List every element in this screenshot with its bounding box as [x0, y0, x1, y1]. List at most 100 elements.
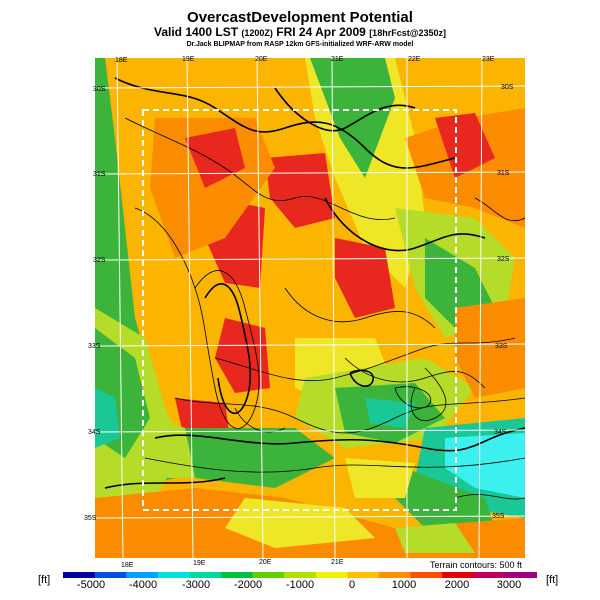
grid-line	[256, 58, 264, 558]
colorbar-tick: -1000	[285, 579, 315, 591]
colorbar-tick: 0	[348, 579, 356, 591]
terrain-contour	[274, 87, 416, 132]
lon-label-top: 20E	[255, 56, 268, 63]
lat-lon-grid	[95, 58, 525, 558]
overcast-field-patch	[435, 113, 495, 178]
colorbar-swatch	[410, 572, 443, 578]
lon-label-bottom: 21E	[331, 559, 344, 566]
terrain-contour-note: Terrain contours: 500 ft	[429, 560, 522, 570]
colorbar-swatch	[315, 572, 348, 578]
lon-label-top: 23E	[482, 56, 495, 63]
grid-line	[116, 58, 124, 558]
terrain-contour	[344, 357, 486, 389]
overcast-field-patch	[310, 58, 395, 178]
terrain-contour	[410, 367, 447, 421]
terrain-contour	[394, 386, 432, 409]
colorbar-swatch	[442, 572, 475, 578]
colorbar-swatch	[284, 572, 317, 578]
colorbar-swatch	[473, 572, 506, 578]
grid-line	[331, 58, 336, 558]
lat-label-right: 31S	[497, 170, 510, 177]
lon-label-bottom: 18E	[121, 562, 134, 569]
colorbar-tick: 2000	[444, 579, 470, 591]
lon-label-bottom: 20E	[259, 559, 272, 566]
terrain-contour	[144, 457, 525, 473]
colorbar-swatch	[126, 572, 159, 578]
grid-line	[95, 257, 525, 261]
overcast-field-patch	[150, 118, 275, 258]
lat-label-left: 31S	[93, 171, 106, 178]
overcast-field-patch	[345, 458, 415, 498]
lat-label-right: 30S	[501, 84, 514, 91]
colorbar-swatch	[157, 572, 190, 578]
grid-line	[478, 58, 483, 558]
overcast-field-patch	[265, 153, 335, 228]
valid-utc: (1200Z)	[241, 28, 273, 38]
terrain-contour	[284, 287, 436, 329]
terrain-contour	[474, 197, 525, 222]
terrain-contour	[194, 270, 260, 429]
overcast-field-patch	[455, 298, 525, 398]
lon-label-top: 19E	[182, 56, 195, 63]
terrain-contours	[104, 77, 525, 500]
colorbar	[63, 572, 537, 578]
lon-label-bottom: 19E	[193, 560, 206, 567]
terrain-contour	[204, 283, 252, 415]
grid-line	[95, 515, 525, 519]
lat-label-left: 35S	[84, 515, 97, 522]
grid-line	[95, 343, 525, 347]
colorbar-swatch	[189, 572, 222, 578]
chart-title: OvercastDevelopment Potential	[187, 9, 413, 26]
terrain-contour	[214, 337, 516, 382]
terrain-contour	[324, 197, 486, 252]
colorbar-tick: 3000	[496, 579, 522, 591]
valid-date: FRI 24 Apr 2009	[276, 25, 366, 39]
overcast-field-patch	[95, 388, 120, 448]
terrain-contour	[154, 427, 525, 452]
valid-time-line: Valid 1400 LST (1200Z) FRI 24 Apr 2009 […	[0, 25, 600, 39]
colorbar-swatch	[505, 572, 537, 578]
terrain-contour	[124, 117, 396, 220]
forecast-info: [18hrFcst@2350z]	[369, 28, 446, 38]
overcast-field-patch	[335, 238, 395, 318]
colorbar-tick: 1000	[391, 579, 417, 591]
valid-main: Valid 1400 LST	[153, 25, 239, 39]
colorbar-unit-right: [ft]	[546, 574, 559, 586]
lat-label-right: 32S	[497, 256, 510, 263]
overcast-field-patch	[155, 418, 195, 478]
overcast-map	[95, 58, 525, 558]
colorbar-swatch	[252, 572, 285, 578]
grid-line	[95, 429, 525, 433]
grid-line	[186, 58, 194, 558]
overcast-field-patch	[395, 523, 475, 553]
lon-label-top: 22E	[408, 56, 421, 63]
terrain-contour	[174, 397, 525, 434]
terrain-contour	[114, 77, 456, 169]
lon-label-top: 18E	[115, 57, 128, 64]
overcast-field-patch	[365, 398, 415, 428]
lat-label-right: 34S	[494, 429, 507, 436]
colorbar-tick: -4000	[128, 579, 158, 591]
terrain-contour	[349, 369, 374, 387]
colorbar-swatch	[379, 572, 412, 578]
lon-label-top: 21E	[331, 56, 344, 63]
colorbar-tick: -3000	[181, 579, 211, 591]
lat-label-left: 32S	[93, 257, 106, 264]
colorbar-swatch	[94, 572, 127, 578]
colorbar-tick: -5000	[76, 579, 106, 591]
inner-domain-box	[142, 109, 457, 511]
grid-line	[95, 171, 525, 175]
grid-line	[95, 85, 525, 89]
model-credit: Dr.Jack BLIPMAP from RASP 12km GFS-initi…	[186, 41, 414, 48]
colorbar-swatch	[347, 572, 380, 578]
terrain-contour	[234, 407, 286, 433]
terrain-contour	[104, 477, 226, 489]
colorbar-swatch	[63, 572, 96, 578]
lat-label-left: 30S	[93, 86, 106, 93]
overcast-field-patch	[215, 318, 270, 393]
colorbar-swatch	[221, 572, 254, 578]
lat-label-right: 35S	[492, 513, 505, 520]
lat-label-left: 33S	[88, 343, 101, 350]
overcast-field-patch	[395, 468, 495, 528]
terrain-contour	[454, 494, 525, 500]
